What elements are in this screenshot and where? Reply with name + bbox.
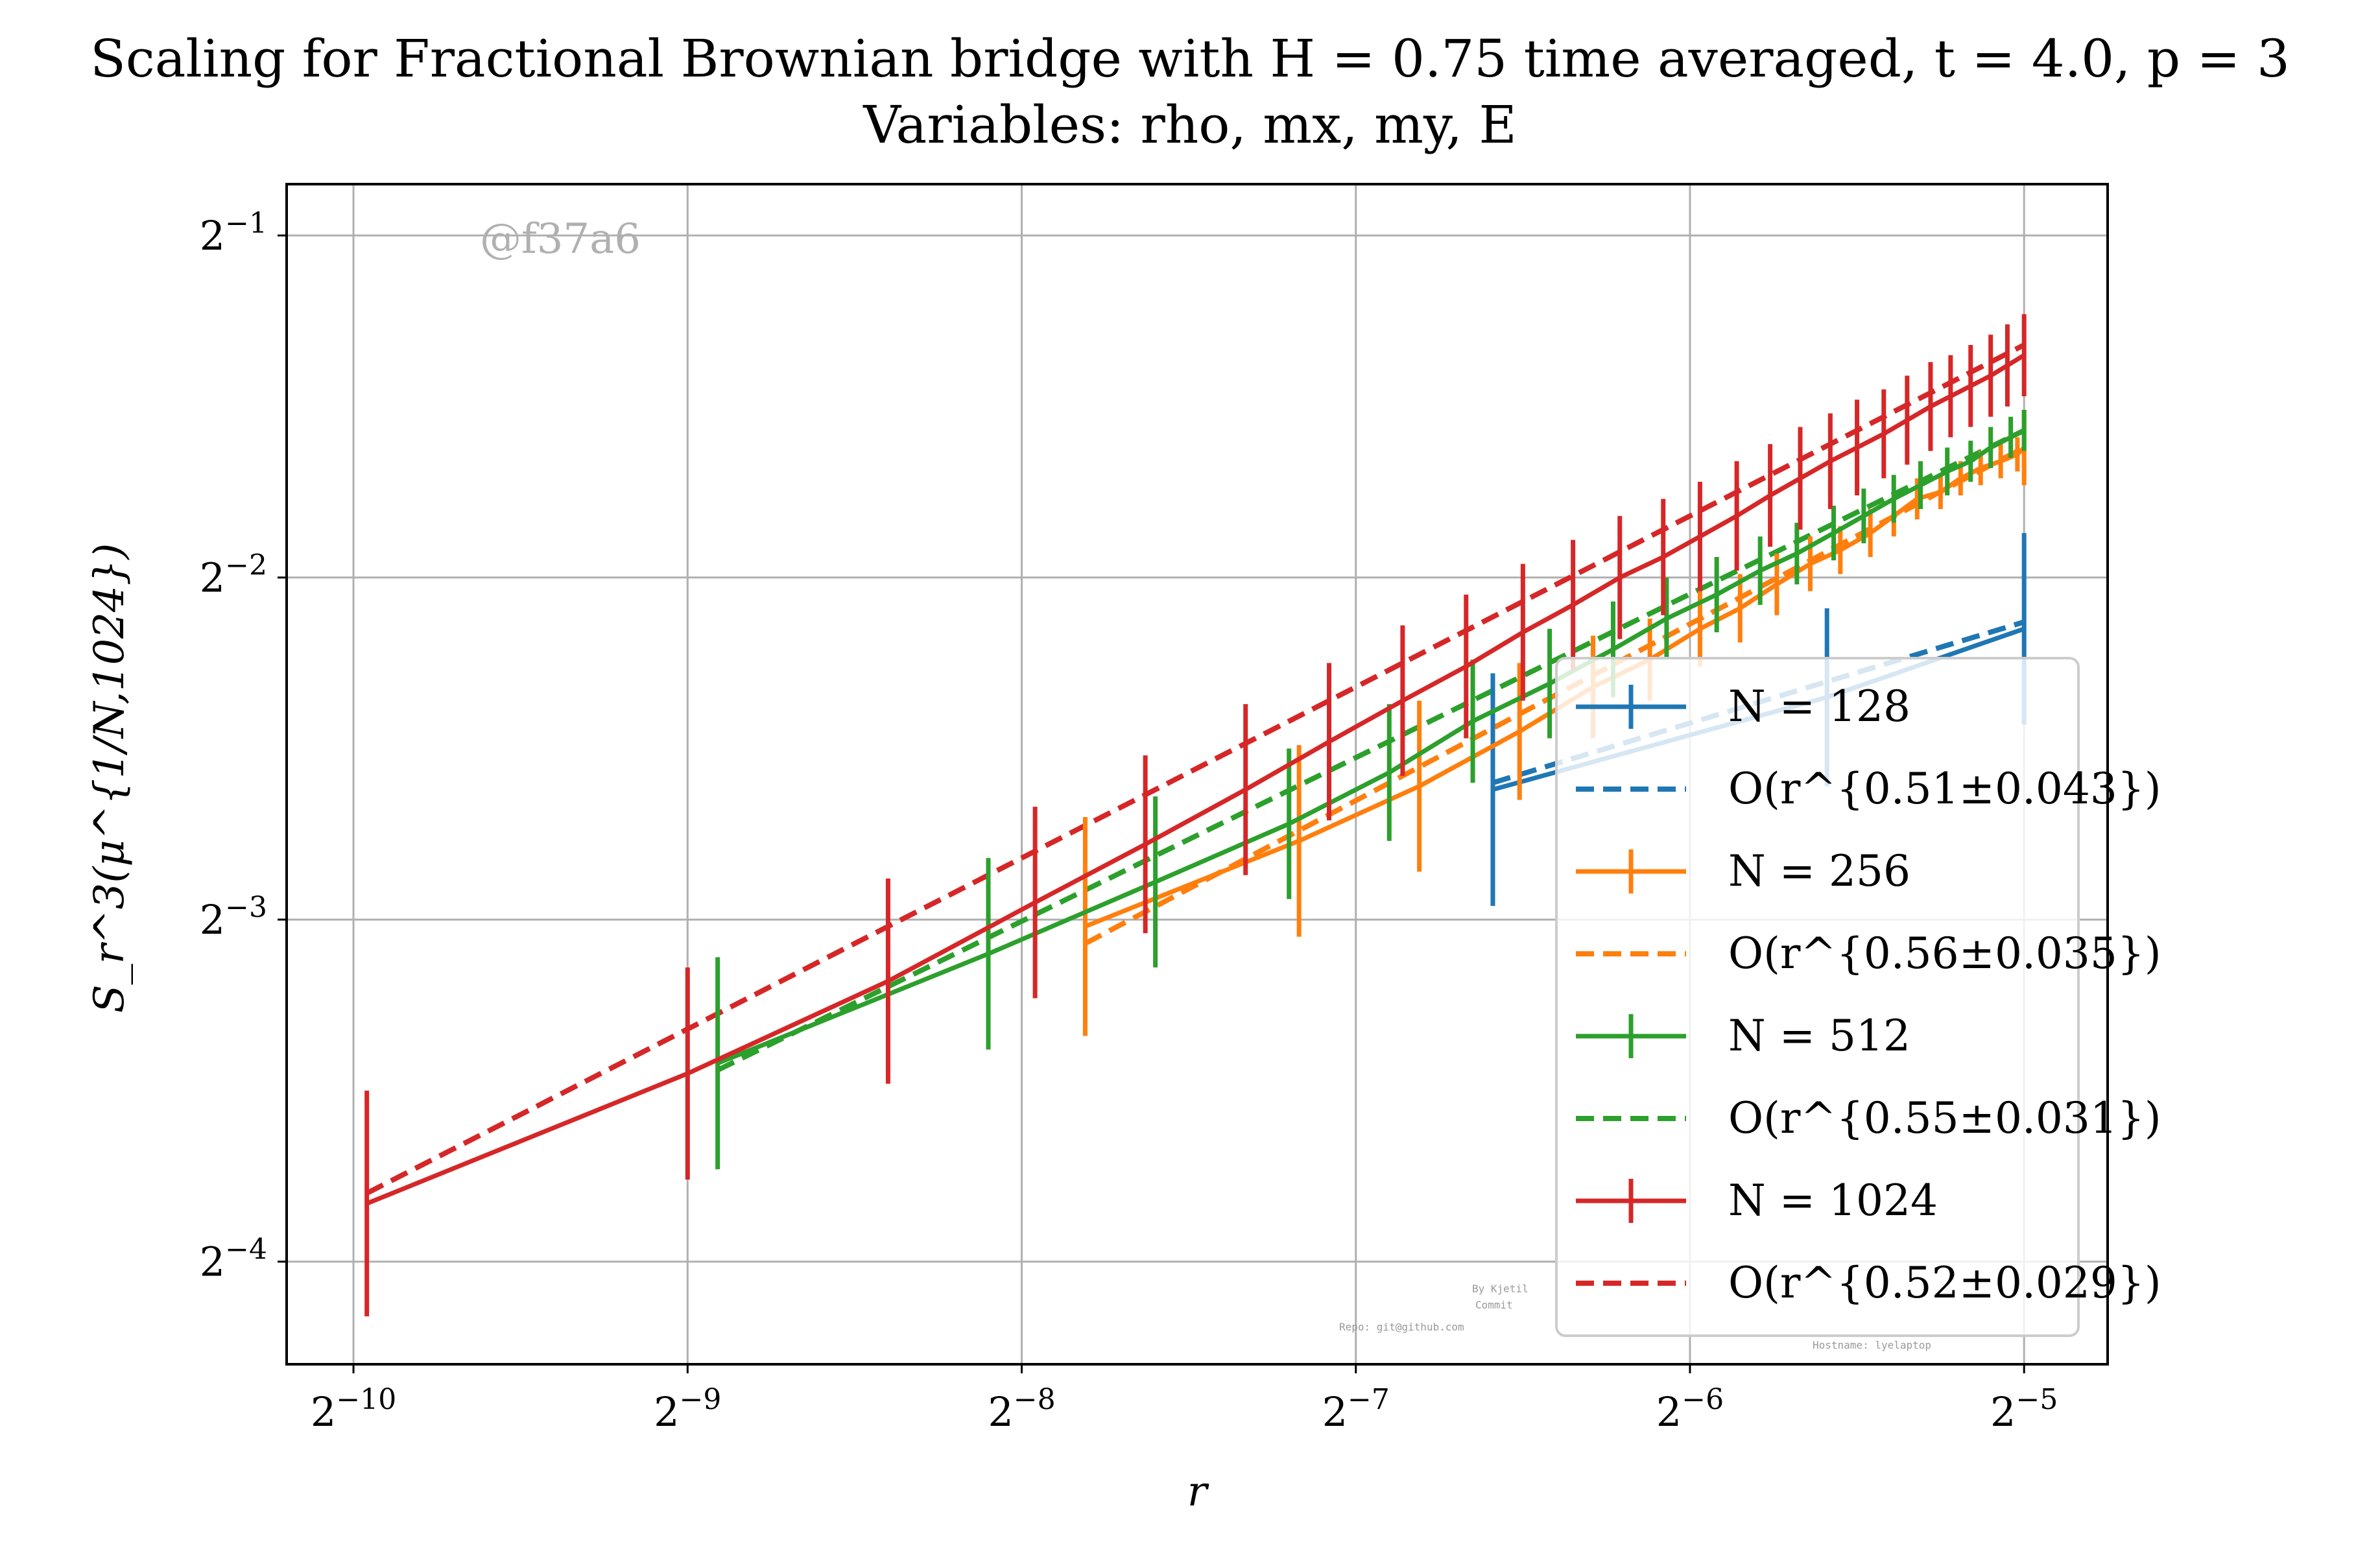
- fit-line: [716, 428, 2025, 1072]
- y-tick-label: 2−4: [200, 1233, 267, 1286]
- series-line: [1084, 445, 2026, 929]
- watermark: @f37a6: [480, 215, 641, 263]
- x-tick-label: 2−5: [1990, 1383, 2058, 1436]
- x-tick-label: 2−10: [311, 1383, 396, 1436]
- y-tick-label: 2−3: [200, 891, 267, 943]
- footer-line: Hostname: lyelaptop: [1813, 1339, 1931, 1351]
- chart-title: Scaling for Fractional Brownian bridge w…: [90, 29, 2290, 89]
- legend: N = 128 O(r^{0.51±0.043}) N = 256 O(r^{0.56…: [1555, 657, 2161, 1337]
- x-tick-label: 2−8: [988, 1383, 1055, 1436]
- y-tick-label: 2−2: [200, 549, 267, 602]
- footer-line: Commit: [1475, 1299, 1513, 1311]
- footer-line: By Kjetil: [1472, 1283, 1529, 1295]
- footer-attribution: By Kjetil Commit Repo: git@github.com Ho…: [1339, 1283, 1931, 1351]
- plot-frame: [285, 183, 2109, 1366]
- x-tick-label: 2−6: [1656, 1383, 1724, 1436]
- fit-line: [1084, 445, 2026, 946]
- legend-label: N = 1024: [1728, 1176, 1938, 1225]
- tick-labels: 2−10 2−9 2−8 2−7 2−6 2−5 2−4 2−3 2−2 2−1: [200, 207, 2058, 1436]
- legend-fit-label: O(r^{0.55±0.031}): [1728, 1093, 2161, 1143]
- legend-label: N = 128: [1728, 681, 1910, 731]
- data-series: [364, 314, 2027, 1317]
- fit-line: [365, 342, 2026, 1196]
- legend-box: [1555, 657, 2080, 1337]
- footer-line: Repo: git@github.com: [1339, 1321, 1464, 1333]
- x-axis-label: r: [1187, 1468, 1209, 1516]
- chart-subtitle: Variables: rho, mx, my, E: [863, 95, 1517, 155]
- legend-fit-label: O(r^{0.52±0.029}): [1728, 1258, 2161, 1308]
- legend-fit-label: O(r^{0.51±0.043}): [1728, 764, 2161, 814]
- x-tick-label: 2−7: [1322, 1383, 1390, 1436]
- y-axis-label: S_r^3(μ^{1/N,1024}): [86, 543, 134, 1013]
- legend-fit-label: O(r^{0.56±0.035}): [1728, 929, 2161, 978]
- legend-label: N = 512: [1728, 1011, 1910, 1061]
- legend-label: N = 256: [1728, 846, 1910, 896]
- x-tick-label: 2−9: [654, 1383, 721, 1436]
- y-tick-label: 2−1: [200, 207, 267, 259]
